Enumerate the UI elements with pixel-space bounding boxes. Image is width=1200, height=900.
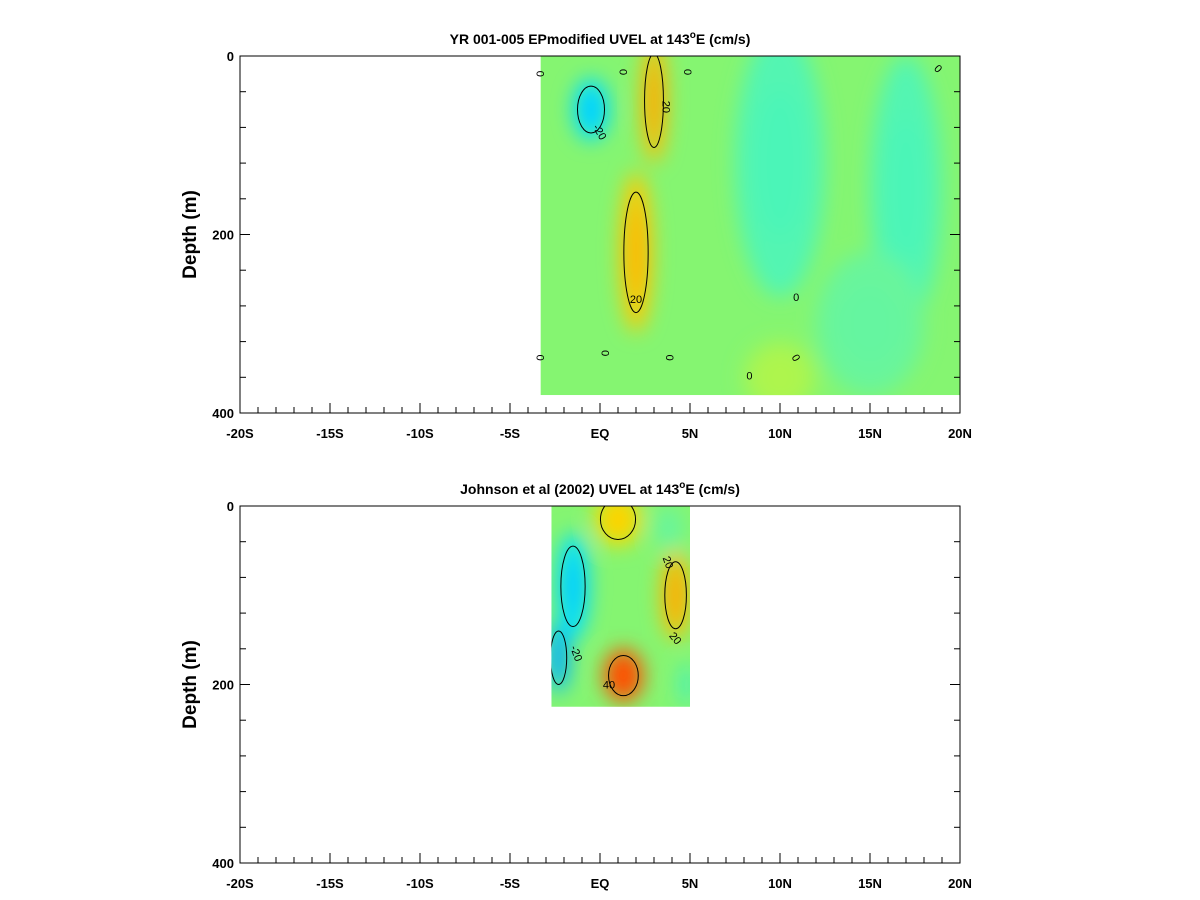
x-tick-label: 15N xyxy=(858,426,882,441)
contour-label: -20 xyxy=(567,644,584,663)
y-tick-label: 200 xyxy=(212,228,234,243)
contour-lines xyxy=(551,506,687,697)
contour-label: 0 xyxy=(534,355,546,361)
contour-line xyxy=(577,85,605,134)
contour-line xyxy=(599,506,637,540)
x-tick-label: -20S xyxy=(226,876,254,891)
chart-panel-2: Johnson et al (2002) UVEL at 143oE (cm/s… xyxy=(180,480,972,891)
contour-label: 20 xyxy=(630,294,642,306)
y-axis-label: Depth (m) xyxy=(180,190,201,279)
field-feature-core xyxy=(683,672,690,697)
x-tick-label: 5N xyxy=(682,876,699,891)
field-feature-core xyxy=(564,556,582,616)
contour-line xyxy=(608,654,639,697)
y-tick-label: 0 xyxy=(227,49,234,64)
contour-label: 0 xyxy=(789,353,802,364)
contour-line xyxy=(644,56,664,148)
x-tick-label: -5S xyxy=(500,426,521,441)
y-axis-label: Depth (m) xyxy=(180,640,201,729)
field-feature-core xyxy=(755,89,805,237)
contour-label: 20 xyxy=(660,101,672,113)
contour-label: 0 xyxy=(616,69,628,75)
velocity-field xyxy=(540,56,960,396)
contour-label: 0 xyxy=(534,71,546,77)
field-feature-core xyxy=(667,570,684,620)
field-feature-core xyxy=(647,66,661,135)
x-tick-label: 10N xyxy=(768,876,792,891)
contour-label: 40 xyxy=(603,680,615,692)
field-feature-core xyxy=(552,638,565,678)
contour-label: 20 xyxy=(660,555,675,571)
field-feature-core xyxy=(840,284,900,364)
x-tick-label: -5S xyxy=(500,876,521,891)
x-tick-label: EQ xyxy=(591,876,610,891)
contour-label: 0 xyxy=(681,69,693,75)
field-feature-core xyxy=(612,660,635,691)
field-feature-core xyxy=(760,357,800,396)
field-feature-core xyxy=(660,516,677,541)
x-tick-label: -15S xyxy=(316,426,344,441)
x-tick-label: EQ xyxy=(591,426,610,441)
field-feature-core xyxy=(581,92,601,127)
chart-title: Johnson et al (2002) UVEL at 143oE (cm/s… xyxy=(460,480,740,497)
chart-title: YR 001-005 EPmodified UVEL at 143oE (cm/… xyxy=(450,30,751,47)
y-tick-label: 400 xyxy=(212,856,234,871)
contour-lines xyxy=(577,56,664,314)
field-feature-core xyxy=(886,116,926,264)
x-tick-label: -15S xyxy=(316,876,344,891)
y-tick-label: 200 xyxy=(212,678,234,693)
velocity-field xyxy=(551,506,691,707)
chart-panel-1: YR 001-005 EPmodified UVEL at 143oE (cm/… xyxy=(180,30,972,441)
contour-line xyxy=(664,561,687,630)
x-tick-label: -20S xyxy=(226,426,254,441)
field-feature-core xyxy=(605,506,631,535)
contour-label: 0 xyxy=(663,355,675,361)
x-tick-label: -10S xyxy=(406,426,434,441)
contour-label: 0 xyxy=(598,350,610,356)
contour-line xyxy=(551,630,568,685)
y-tick-label: 400 xyxy=(212,406,234,421)
x-tick-label: 20N xyxy=(948,426,972,441)
contour-label: 0 xyxy=(793,292,799,304)
contour-label: 0 xyxy=(746,371,752,383)
contour-line xyxy=(560,545,586,627)
y-tick-label: 0 xyxy=(227,499,234,514)
contour-line xyxy=(623,191,649,314)
x-tick-label: 10N xyxy=(768,426,792,441)
x-tick-label: 15N xyxy=(858,876,882,891)
x-tick-label: 5N xyxy=(682,426,699,441)
field-feature-core xyxy=(627,208,645,297)
x-tick-label: 20N xyxy=(948,876,972,891)
x-tick-label: -10S xyxy=(406,876,434,891)
